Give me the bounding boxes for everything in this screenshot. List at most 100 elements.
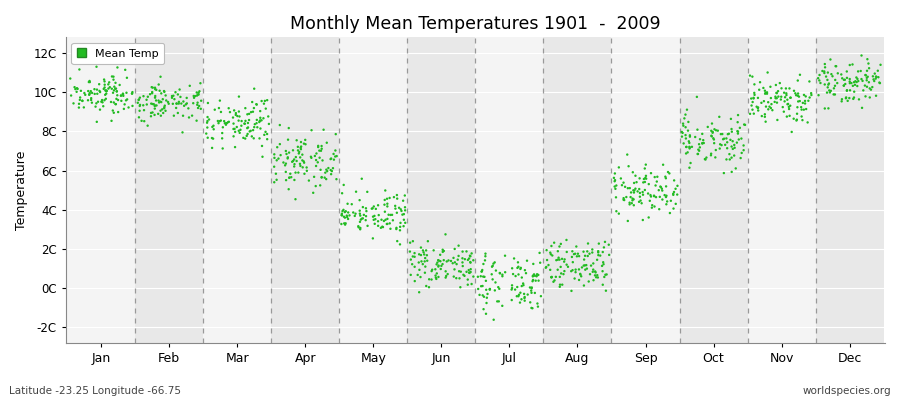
Point [632,186,646,192]
Bar [203,37,271,343]
Point [279,177,293,183]
Point [161,100,176,107]
Point [523,299,537,306]
Point [408,278,422,284]
Point [464,259,478,265]
Point [721,131,735,137]
Point [492,270,507,276]
Point [585,246,599,253]
Point [419,252,434,258]
Point [873,62,887,68]
Point [267,179,282,186]
Point [408,250,422,256]
Point [682,140,697,146]
Point [854,76,868,82]
Point [281,155,295,162]
Point [487,316,501,323]
Point [321,165,336,171]
Point [168,89,183,96]
Point [335,210,349,217]
Point [683,134,698,140]
Point [229,110,243,116]
Point [553,256,567,263]
Point [451,256,465,263]
Point [346,209,360,216]
Point [474,283,489,290]
Point [306,190,320,196]
Point [580,253,595,259]
Point [385,212,400,218]
Point [340,214,355,220]
Point [261,113,275,120]
Point [525,284,539,291]
Point [817,70,832,76]
Point [846,96,860,102]
Point [842,76,857,82]
Point [151,111,166,117]
Point [657,192,671,198]
Point [865,84,879,90]
Point [760,89,774,96]
Point [679,135,693,142]
Point [859,72,873,78]
Point [596,249,610,255]
Point [769,94,783,100]
Point [87,91,102,97]
Point [760,90,774,97]
Point [471,286,485,292]
Point [623,185,637,191]
Point [183,83,197,89]
Point [838,81,852,87]
Point [826,91,841,98]
Point [464,269,478,275]
Point [461,282,475,288]
Point [72,101,86,107]
Point [656,162,670,168]
Point [464,250,479,257]
Point [293,144,308,151]
Point [827,85,842,92]
Point [511,293,526,300]
Point [345,201,359,208]
Point [642,181,656,187]
Point [479,286,493,293]
Point [744,102,759,109]
Point [245,99,259,105]
Bar [408,37,475,343]
Point [72,66,86,73]
Point [718,142,733,148]
Point [531,278,545,284]
Point [627,180,642,186]
Point [131,114,146,120]
Point [97,97,112,104]
Point [97,82,112,88]
Point [392,241,407,248]
Point [525,305,539,311]
Point [140,96,154,103]
Point [691,146,706,153]
Point [770,90,784,96]
Point [510,284,525,290]
Point [868,70,882,77]
Point [796,106,811,113]
Point [688,134,702,140]
Point [318,170,332,176]
Point [249,120,264,126]
Point [586,277,600,284]
Point [477,274,491,280]
Point [436,246,450,253]
Point [187,94,202,101]
Point [327,151,341,157]
Point [389,226,403,232]
Point [253,118,267,124]
Point [418,270,432,276]
Point [286,147,301,154]
Point [777,108,791,115]
Point [279,169,293,175]
Point [387,194,401,200]
Point [132,103,147,109]
Point [544,251,558,258]
Point [764,95,778,101]
Point [475,267,490,273]
Point [820,77,834,83]
